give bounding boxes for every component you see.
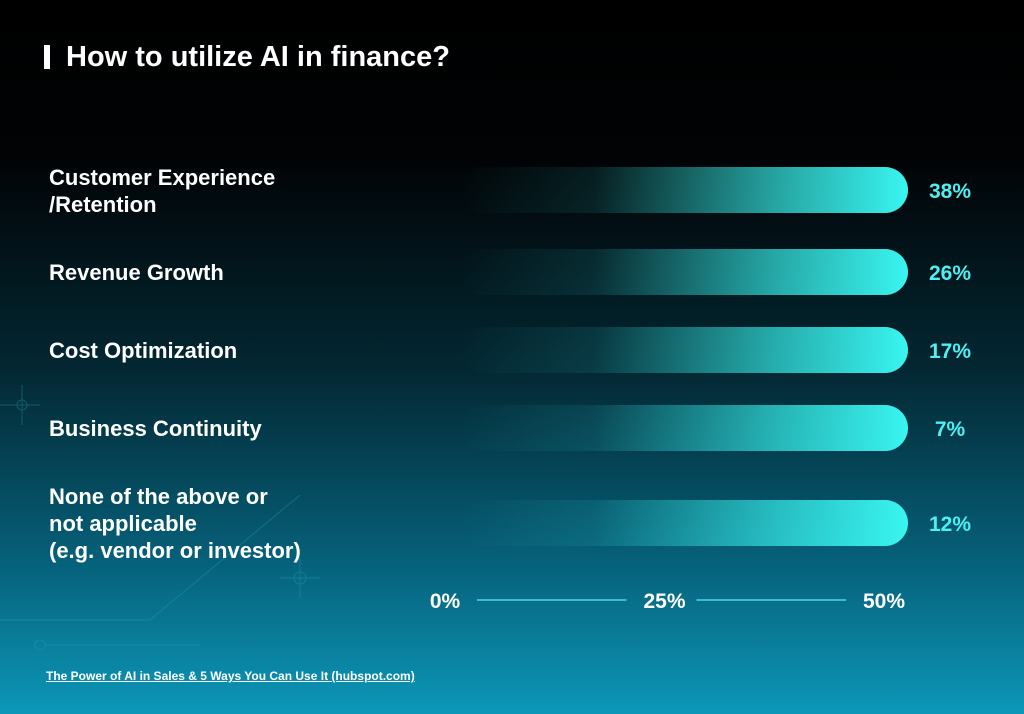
bar-2: [460, 327, 908, 373]
title-block: How to utilize AI in finance?: [44, 40, 450, 74]
category-label-cost-optimization: Cost Optimization: [49, 338, 238, 363]
source-link[interactable]: The Power of AI in Sales & 5 Ways You Ca…: [46, 669, 415, 683]
tick-label-2: 50%: [863, 590, 905, 613]
tick-label-0: 0%: [430, 590, 461, 613]
category-label-none-of-the-above: None of the above or not applicable (e.g…: [49, 484, 301, 563]
value-label-3: 7%: [935, 418, 966, 441]
bar-4: [460, 500, 908, 546]
chart-title: How to utilize AI in finance?: [66, 41, 450, 73]
value-label-4: 12%: [929, 513, 971, 536]
value-label-0: 38%: [929, 180, 971, 203]
category-label-customer-experience: Customer Experience /Retention: [49, 165, 276, 217]
bar-3: [460, 405, 908, 451]
category-label-business-continuity: Business Continuity: [49, 416, 262, 441]
bar-1: [460, 249, 908, 295]
category-label-revenue-growth: Revenue Growth: [49, 260, 224, 285]
tick-label-1: 25%: [643, 590, 685, 613]
bar-0: [460, 167, 908, 213]
value-label-2: 17%: [929, 340, 971, 363]
value-label-1: 26%: [929, 262, 971, 285]
title-accent-bar: [44, 45, 50, 69]
